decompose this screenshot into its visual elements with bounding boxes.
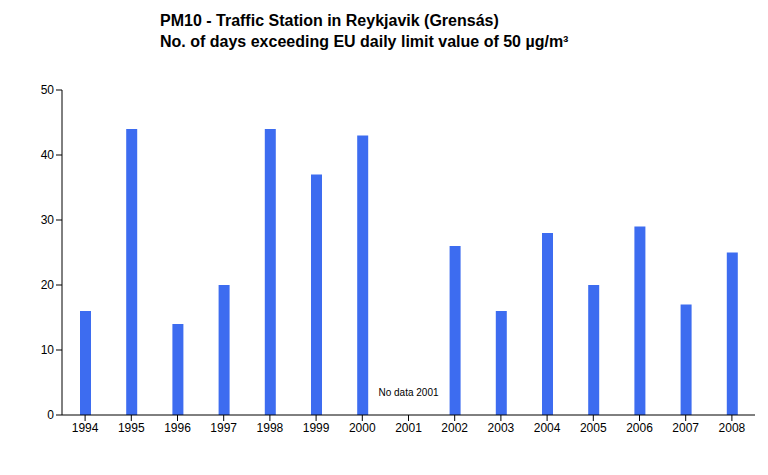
svg-text:40: 40	[41, 148, 55, 162]
svg-text:1997: 1997	[210, 421, 237, 435]
svg-text:2007: 2007	[672, 421, 699, 435]
svg-text:50: 50	[41, 83, 55, 97]
html-text:PM10 - Traffic Station in Reyk: PM10 - Traffic Station in Reykjavik (Gre…	[160, 12, 499, 29]
svg-text:1995: 1995	[118, 421, 145, 435]
svg-text:2008: 2008	[719, 421, 746, 435]
svg-text:1996: 1996	[164, 421, 191, 435]
svg-text:30: 30	[41, 213, 55, 227]
svg-text:2001: 2001	[395, 421, 422, 435]
svg-text:20: 20	[41, 278, 55, 292]
svg-text:1998: 1998	[257, 421, 284, 435]
svg-text:0: 0	[47, 408, 54, 422]
svg-text:1999: 1999	[303, 421, 330, 435]
svg-text:2005: 2005	[580, 421, 607, 435]
svg-text:2002: 2002	[441, 421, 468, 435]
html-text:No data 2001: No data 2001	[378, 387, 439, 398]
svg-text:2003: 2003	[488, 421, 515, 435]
html-text:No. of days exceeding EU daily: No. of days exceeding EU daily limit val…	[160, 33, 569, 50]
svg-text:10: 10	[41, 343, 55, 357]
svg-text:2000: 2000	[349, 421, 376, 435]
svg-text:2006: 2006	[626, 421, 653, 435]
svg-text:2004: 2004	[534, 421, 561, 435]
svg-text:1994: 1994	[72, 421, 99, 435]
